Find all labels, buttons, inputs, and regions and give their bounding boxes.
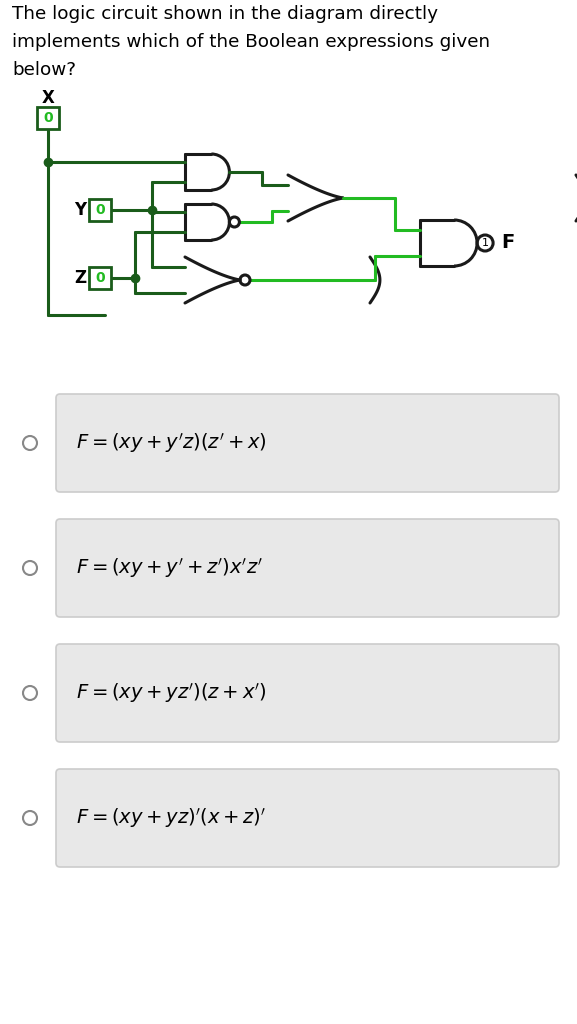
Text: Y: Y: [74, 201, 86, 219]
Text: The logic circuit shown in the diagram directly: The logic circuit shown in the diagram d…: [12, 5, 438, 23]
Text: F: F: [501, 233, 514, 253]
Text: Z: Z: [74, 269, 86, 287]
Text: $F = \left(xy + yz'\right)\left(z + x'\right)$: $F = \left(xy + yz'\right)\left(z + x'\r…: [76, 681, 267, 705]
Text: below?: below?: [12, 61, 76, 79]
Text: 0: 0: [95, 203, 105, 217]
Text: 0: 0: [43, 111, 53, 125]
Text: $F = \left(xy + y'z\right) \left(z' + x\right)$: $F = \left(xy + y'z\right) \left(z' + x\…: [76, 431, 267, 455]
Text: 0: 0: [95, 271, 105, 285]
FancyBboxPatch shape: [56, 519, 559, 617]
Text: $F = \left(xy + y' + z'\right) x' z'$: $F = \left(xy + y' + z'\right) x' z'$: [76, 556, 263, 580]
FancyBboxPatch shape: [56, 769, 559, 867]
FancyBboxPatch shape: [89, 267, 111, 289]
Text: $F = \left(xy + yz\right)' \left(x + z\right)'$: $F = \left(xy + yz\right)' \left(x + z\r…: [76, 806, 267, 830]
Text: X: X: [42, 89, 54, 106]
FancyBboxPatch shape: [56, 644, 559, 742]
FancyBboxPatch shape: [56, 394, 559, 492]
Text: implements which of the Boolean expressions given: implements which of the Boolean expressi…: [12, 33, 490, 51]
FancyBboxPatch shape: [37, 106, 59, 129]
FancyBboxPatch shape: [89, 199, 111, 221]
Text: 1: 1: [482, 238, 489, 248]
